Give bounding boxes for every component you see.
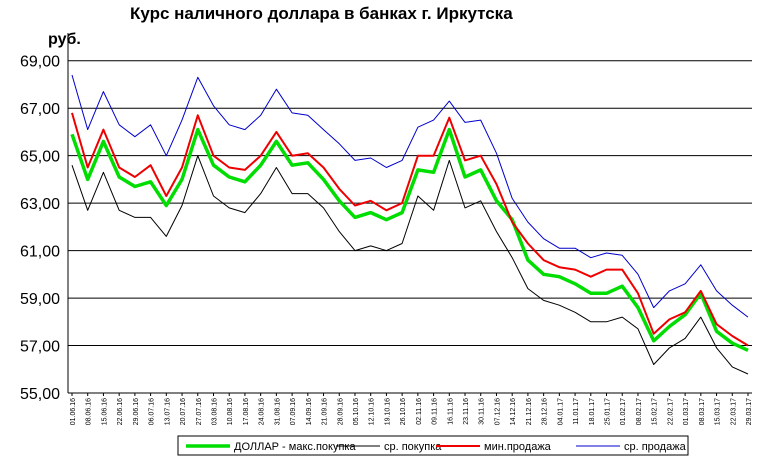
x-tick-label: 02.11.16 xyxy=(416,398,423,425)
x-tick-label: 03.08.16 xyxy=(211,398,218,425)
x-tick-label: 01.02.17 xyxy=(620,398,627,425)
x-tick-label: 31.08.16 xyxy=(274,398,281,425)
x-tick-label: 16.11.16 xyxy=(447,398,454,425)
legend-label: ср. покупка xyxy=(384,441,442,453)
x-tick-label: 17.08.16 xyxy=(243,398,250,425)
series-line xyxy=(71,155,749,375)
legend-label: ср. продажа xyxy=(624,441,687,453)
x-tick-label: 14.09.16 xyxy=(306,398,313,425)
x-tick-label: 29.03.17 xyxy=(746,398,753,425)
x-tick-label: 08.06.16 xyxy=(86,398,93,425)
legend-box xyxy=(177,435,689,456)
x-tick-label: 28.12.16 xyxy=(542,398,549,425)
x-tick-label: 28.09.16 xyxy=(337,398,344,425)
x-tick-label: 26.10.16 xyxy=(400,398,407,425)
x-tick-label: 01.03.17 xyxy=(683,398,690,425)
series-line xyxy=(71,74,749,318)
x-tick-label: 29.06.16 xyxy=(133,398,140,425)
x-tick-label: 14.12.16 xyxy=(510,398,517,425)
y-tick-label: 67,00 xyxy=(20,101,60,118)
chart-title: Курс наличного доллара в банках г. Иркут… xyxy=(130,4,513,23)
x-tick-label: 18.01.17 xyxy=(589,398,596,425)
x-tick-label: 21.09.16 xyxy=(322,398,329,425)
x-tick-label: 05.10.16 xyxy=(353,398,360,425)
x-tick-label: 15.02.17 xyxy=(652,398,659,425)
x-tick-label: 01.06.16 xyxy=(70,398,77,425)
y-tick-label: 55,00 xyxy=(20,386,60,403)
x-tick-label: 19.10.16 xyxy=(384,398,391,425)
y-tick-label: 63,00 xyxy=(20,196,60,213)
x-tick-label: 08.03.17 xyxy=(699,398,706,425)
x-tick-label: 22.06.16 xyxy=(117,398,124,425)
x-tick-label: 15.06.16 xyxy=(101,398,108,425)
y-tick-label: 65,00 xyxy=(20,149,60,166)
x-tick-label: 15.03.17 xyxy=(715,398,722,425)
x-tick-label: 06.07.16 xyxy=(149,398,156,425)
x-tick-label: 24.08.16 xyxy=(259,398,266,425)
x-tick-label: 27.07.16 xyxy=(196,398,203,425)
legend-label: мин.продажа xyxy=(484,441,552,453)
x-tick-label: 25.01.17 xyxy=(605,398,612,425)
legend-label: ДОЛЛАР - макс.покупка xyxy=(234,441,356,453)
x-tick-label: 30.11.16 xyxy=(479,398,486,425)
y-tick-label: 69,00 xyxy=(20,54,60,71)
x-tick-label: 21.12.16 xyxy=(526,398,533,425)
x-tick-label: 23.11.16 xyxy=(463,398,470,425)
series-line xyxy=(71,112,749,347)
x-tick-label: 07.12.16 xyxy=(494,398,501,425)
plot-area: 55,00 57,00 59,00 61,00 63,00 65,00 67,00 69,00… xyxy=(20,33,753,425)
x-tick-label: 22.03.17 xyxy=(730,398,737,425)
x-tick-label: 10.08.16 xyxy=(227,398,234,425)
y-tick-label: 57,00 xyxy=(20,339,60,356)
legend: ДОЛЛАР - макс.покупка ср. покупка мин.прод… xyxy=(177,435,689,456)
y-tick-label: 61,00 xyxy=(20,244,60,261)
x-tick-label: 04.01.17 xyxy=(557,398,564,425)
x-tick-label: 20.07.16 xyxy=(180,398,187,425)
y-tick-label: 59,00 xyxy=(20,291,60,308)
x-tick-label: 11.01.17 xyxy=(573,398,580,425)
x-tick-label: 09.11.16 xyxy=(432,398,439,425)
x-tick-label: 13.07.16 xyxy=(164,398,171,425)
series-line xyxy=(70,127,749,352)
x-tick-label: 22.02.17 xyxy=(667,398,674,425)
x-tick-label: 08.02.17 xyxy=(636,398,643,425)
y-axis-unit-label: руб. xyxy=(48,31,81,48)
x-tick-label: 07.09.16 xyxy=(290,398,297,425)
x-tick-label: 12.10.16 xyxy=(369,398,376,425)
